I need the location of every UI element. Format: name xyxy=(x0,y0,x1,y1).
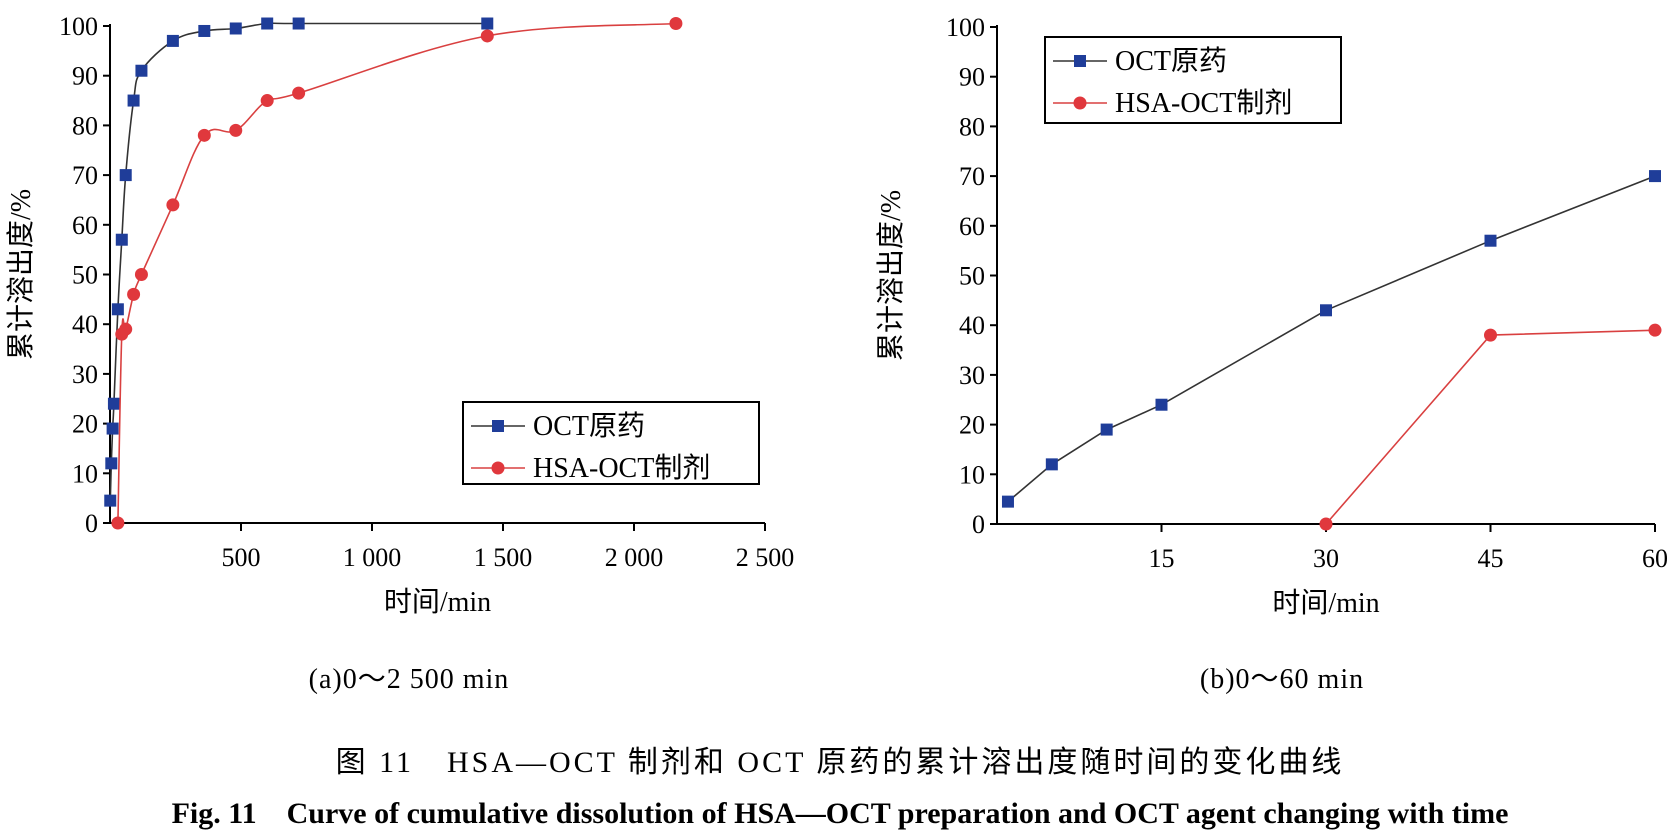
data-point-circle xyxy=(134,268,148,281)
y-tick-label: 40 xyxy=(72,310,98,339)
data-point-circle xyxy=(260,94,274,108)
data-point-circle xyxy=(480,29,494,43)
data-point-square xyxy=(198,24,211,37)
data-point-square xyxy=(1649,170,1661,183)
legend-marker-square xyxy=(492,420,504,432)
y-tick-label: 90 xyxy=(959,63,985,92)
y-tick-label: 80 xyxy=(72,111,98,140)
y-tick-label: 100 xyxy=(946,13,985,42)
chart-a: 0 10 20 30 40 50 60 70 80 90 100 500 1 000 1 500 2 000… xyxy=(5,12,794,618)
data-point-square xyxy=(1320,304,1332,317)
x-tick-label: 2 500 xyxy=(736,543,795,572)
y-tick-label: 60 xyxy=(959,212,985,241)
series-line xyxy=(1007,175,1656,503)
legend-label: OCT原药 xyxy=(1115,45,1227,77)
data-point-circle xyxy=(197,128,211,142)
y-tick-label: 40 xyxy=(959,311,985,340)
x-tick-label: 2 000 xyxy=(605,543,664,572)
y-tick-label: 20 xyxy=(959,411,985,440)
x-axis-title: 时间/min xyxy=(384,586,491,618)
legend-label: HSA-OCT制剂 xyxy=(533,452,710,484)
x-tick-label: 500 xyxy=(222,543,261,572)
data-point-square xyxy=(1484,234,1497,247)
legend-marker-circle xyxy=(1073,96,1087,110)
data-point-circle xyxy=(1648,323,1662,337)
x-axis-title: 时间/min xyxy=(1272,587,1379,619)
y-tick-label: 80 xyxy=(959,112,985,141)
y-tick-label: 10 xyxy=(72,459,98,488)
x-tick-label: 60 xyxy=(1642,544,1668,573)
y-tick-label: 70 xyxy=(72,161,98,190)
y-axis-title: 累计溶出度/% xyxy=(875,190,907,361)
legend-label: HSA-OCT制剂 xyxy=(1115,87,1292,119)
x-tick-label: 30 xyxy=(1313,544,1339,573)
series-hsa-oct xyxy=(111,17,683,530)
data-point-square xyxy=(104,494,117,507)
x-tick-label: 45 xyxy=(1478,544,1504,573)
chart-b: 0 10 20 30 40 50 60 70 80 90 100 15 30 45 60 时间/min 累计溶出… xyxy=(875,13,1668,619)
data-point-circle xyxy=(229,123,243,137)
figure-caption-cn: 图 11 HSA—OCT 制剂和 OCT 原药的累计溶出度随时间的变化曲线 xyxy=(336,746,1345,779)
data-point-square xyxy=(166,34,179,47)
data-point-square xyxy=(1045,458,1058,471)
data-point-square xyxy=(1100,423,1113,436)
data-point-square xyxy=(111,303,124,316)
x-tick-label: 1 000 xyxy=(343,543,402,572)
data-point-square xyxy=(135,64,148,77)
y-tick-label: 50 xyxy=(72,261,98,290)
legend-box xyxy=(462,401,760,485)
data-point-square xyxy=(261,17,274,30)
data-point-square xyxy=(105,457,118,470)
data-point-square xyxy=(292,17,305,30)
y-tick-label: 20 xyxy=(72,410,98,439)
y-tick-label: 30 xyxy=(959,361,985,390)
figure-caption-en: Fig. 11 Curve of cumulative dissolution … xyxy=(172,797,1509,830)
y-tick-label: 90 xyxy=(72,62,98,91)
data-point-circle xyxy=(292,86,306,100)
data-point-circle xyxy=(669,17,683,31)
data-point-circle xyxy=(1319,517,1333,531)
legend-box xyxy=(1044,36,1342,124)
y-tick-label: 30 xyxy=(72,360,98,389)
subcaption-a: (a)0～2 500 min xyxy=(309,664,510,695)
y-tick-label: 100 xyxy=(59,12,98,41)
legend: OCT原药 HSA-OCT制剂 xyxy=(1044,36,1342,124)
y-tick-label: 0 xyxy=(85,509,98,538)
series-hsa-oct xyxy=(1319,323,1662,531)
data-point-circle xyxy=(127,287,141,301)
data-point-circle xyxy=(1484,328,1497,342)
y-axis-title: 累计溶出度/% xyxy=(5,189,37,360)
data-point-square xyxy=(119,169,132,182)
legend-label: OCT原药 xyxy=(533,410,645,442)
data-point-square xyxy=(107,397,120,410)
data-point-square xyxy=(106,422,119,435)
x-tick-label: 15 xyxy=(1149,544,1175,573)
y-tick-label: 0 xyxy=(972,510,985,539)
y-tick-label: 70 xyxy=(959,162,985,191)
data-point-circle xyxy=(166,198,180,212)
y-tick-label: 10 xyxy=(959,460,985,489)
data-point-square xyxy=(481,17,494,30)
legend-marker-circle xyxy=(491,461,505,475)
data-point-square xyxy=(229,22,242,35)
legend: OCT原药 HSA-OCT制剂 xyxy=(462,401,760,485)
data-point-square xyxy=(1001,495,1014,508)
legend-marker-square xyxy=(1074,55,1086,67)
y-tick-label: 60 xyxy=(72,211,98,240)
series-oct xyxy=(104,17,494,507)
data-point-square xyxy=(115,233,128,246)
data-point-square xyxy=(1155,398,1168,411)
series-oct xyxy=(1001,170,1661,508)
y-tick-label: 50 xyxy=(959,262,985,291)
subcaption-b: (b)0～60 min xyxy=(1200,664,1364,695)
data-point-circle xyxy=(119,322,133,336)
x-tick-label: 1 500 xyxy=(474,543,533,572)
data-point-square xyxy=(127,94,140,107)
series-line xyxy=(1325,329,1656,525)
data-point-circle xyxy=(111,516,125,530)
